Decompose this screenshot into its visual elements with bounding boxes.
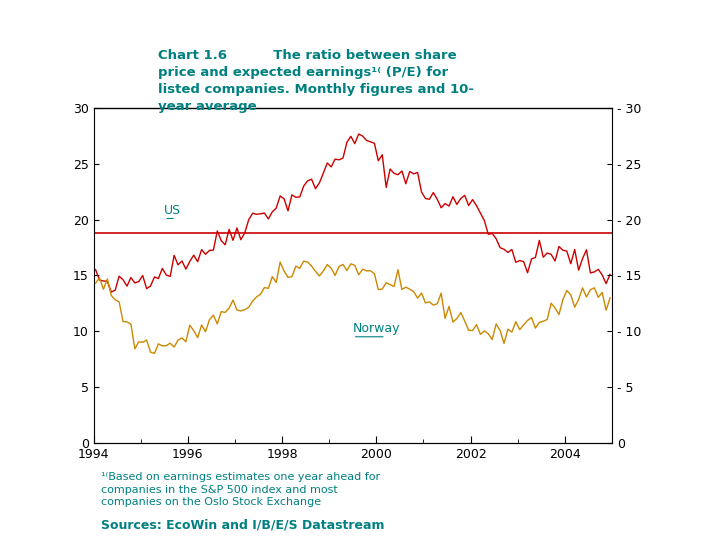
Text: US: US — [164, 204, 181, 217]
Text: Norway: Norway — [353, 322, 400, 335]
Text: Sources: EcoWin and I/B/E/S Datastream: Sources: EcoWin and I/B/E/S Datastream — [101, 518, 384, 531]
Text: ¹⁽Based on earnings estimates one year ahead for
companies in the S&P 500 index : ¹⁽Based on earnings estimates one year a… — [101, 472, 380, 507]
Text: Chart 1.6          The ratio between share
price and expected earnings¹⁽ (P/E) f: Chart 1.6 The ratio between share price … — [158, 49, 474, 113]
